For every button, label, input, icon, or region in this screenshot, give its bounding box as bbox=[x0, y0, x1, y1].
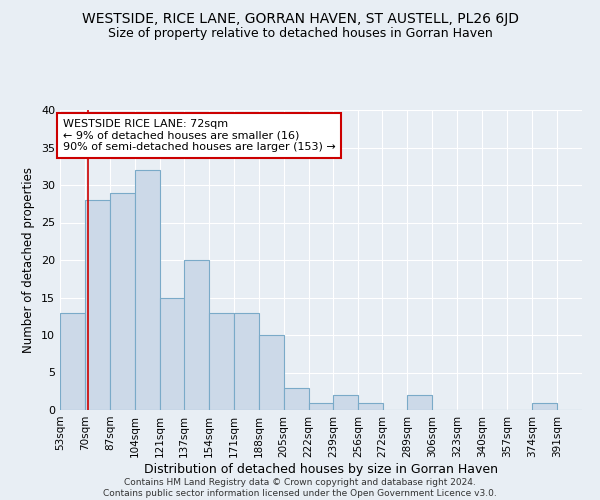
Bar bbox=[308, 402, 334, 410]
Bar bbox=[209, 312, 233, 410]
Bar bbox=[135, 170, 160, 410]
Text: WESTSIDE RICE LANE: 72sqm
← 9% of detached houses are smaller (16)
90% of semi-d: WESTSIDE RICE LANE: 72sqm ← 9% of detach… bbox=[63, 119, 335, 152]
Text: Contains HM Land Registry data © Crown copyright and database right 2024.
Contai: Contains HM Land Registry data © Crown c… bbox=[103, 478, 497, 498]
Bar bbox=[259, 335, 284, 410]
Bar bbox=[334, 395, 358, 410]
Text: Size of property relative to detached houses in Gorran Haven: Size of property relative to detached ho… bbox=[107, 28, 493, 40]
X-axis label: Distribution of detached houses by size in Gorran Haven: Distribution of detached houses by size … bbox=[144, 462, 498, 475]
Y-axis label: Number of detached properties: Number of detached properties bbox=[22, 167, 35, 353]
Text: WESTSIDE, RICE LANE, GORRAN HAVEN, ST AUSTELL, PL26 6JD: WESTSIDE, RICE LANE, GORRAN HAVEN, ST AU… bbox=[82, 12, 518, 26]
Bar bbox=[233, 312, 259, 410]
Bar bbox=[60, 312, 85, 410]
Bar bbox=[110, 192, 135, 410]
Bar bbox=[184, 260, 209, 410]
Bar bbox=[160, 298, 185, 410]
Bar bbox=[284, 388, 308, 410]
Bar bbox=[532, 402, 557, 410]
Bar bbox=[358, 402, 383, 410]
Bar bbox=[85, 200, 110, 410]
Bar bbox=[407, 395, 432, 410]
